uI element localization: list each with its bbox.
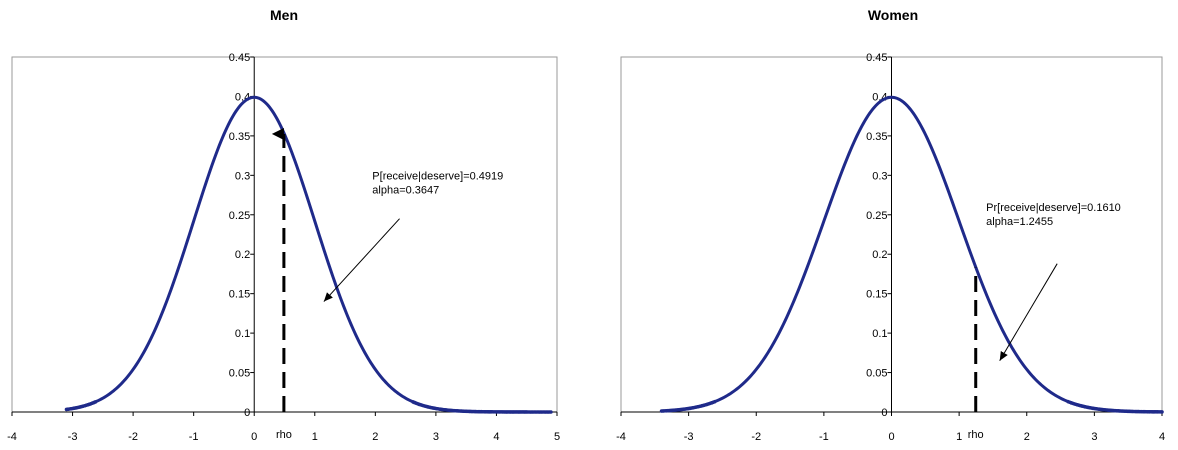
chart-1-rho-label-bg: [965, 429, 986, 441]
chart-1-density-points: [659, 399, 1164, 414]
chart-1-x-tick-label: 0: [888, 431, 894, 443]
chart-0-x-tick-label: -1: [189, 431, 199, 443]
chart-0-y-tick-label: 0.3: [235, 170, 250, 182]
chart-1-x-tick-label: -1: [819, 431, 829, 443]
chart-0-y-tick-label: 0.25: [229, 210, 250, 222]
chart-0-y-tick-label: 0.2: [235, 249, 250, 261]
chart-0-x-tick-label: -3: [68, 431, 78, 443]
chart-1-annotation-line-1: alpha=1.2455: [986, 216, 1053, 228]
chart-1-x-tick-label: -3: [684, 431, 694, 443]
chart-1-group: Women00.050.10.150.20.250.30.350.40.45-4…: [616, 7, 1165, 443]
chart-0-density-point: [549, 410, 553, 414]
chart-0-annotation-line-1: alpha=0.3647: [372, 184, 439, 196]
chart-0-x-tick-label: 4: [493, 431, 499, 443]
chart-1-y-tick-label: 0.45: [866, 52, 887, 64]
chart-1-y-tick-label: 0.25: [866, 210, 887, 222]
chart-1-y-tick-label: 0.05: [866, 368, 887, 380]
chart-1-y-tick-label: 0.2: [872, 249, 887, 261]
chart-1-density-point: [712, 399, 717, 404]
chart-0-x-tick-label: -2: [128, 431, 138, 443]
chart-1-y-tick-label: 0.3: [872, 170, 887, 182]
chart-1-x-tick-label: 4: [1159, 431, 1165, 443]
chart-0-title: Men: [270, 7, 298, 23]
chart-1-y-tick-label: 0: [881, 407, 887, 419]
chart-0-annotation-arrow: [323, 218, 400, 302]
chart-0-y-tick-label: 0.15: [229, 289, 250, 301]
chart-0-y-tick-label: 0.05: [229, 368, 250, 380]
chart-0-y-tick-label: 0.1: [235, 328, 250, 340]
chart-0-rho-label-bg: [273, 429, 294, 441]
chart-0-annotation-line-0: P[receive|deserve]=0.4919: [372, 170, 503, 182]
chart-0-rho-label: rho: [276, 429, 292, 441]
chart-1-annotation-arrow: [999, 263, 1058, 361]
chart-0-x-tick-label: 1: [312, 431, 318, 443]
chart-0-density-point: [93, 400, 98, 404]
chart-1-density-point: [1160, 410, 1164, 414]
chart-1-rho-label: rho: [968, 429, 984, 441]
chart-1-title: Women: [868, 7, 918, 23]
chart-1-annotation-line-0: Pr[receive|deserve]=0.1610: [986, 202, 1121, 214]
chart-1-y-tick-label: 0.15: [866, 289, 887, 301]
chart-1-x-tick-label: 2: [1024, 431, 1030, 443]
chart-1-x-tick-label: -4: [616, 431, 626, 443]
chart-0-y-tick-label: 0.35: [229, 131, 250, 143]
chart-1-y-tick-label: 0.35: [866, 131, 887, 143]
chart-0-x-tick-label: 5: [554, 431, 560, 443]
chart-0-x-tick-label: 3: [433, 431, 439, 443]
chart-0-x-tick-label: -4: [7, 431, 17, 443]
chart-0-x-tick-label: 2: [372, 431, 378, 443]
chart-0-density-points: [64, 400, 553, 414]
chart-0-y-tick-label: 0: [244, 407, 250, 419]
chart-1-y-tick-label: 0.1: [872, 328, 887, 340]
chart-0-y-tick-label: 0.45: [229, 52, 250, 64]
chart-0-x-tick-label: 0: [251, 431, 257, 443]
chart-1-x-tick-label: 1: [956, 431, 962, 443]
chart-1-x-tick-label: 3: [1091, 431, 1097, 443]
chart-1-x-tick-label: -2: [751, 431, 761, 443]
